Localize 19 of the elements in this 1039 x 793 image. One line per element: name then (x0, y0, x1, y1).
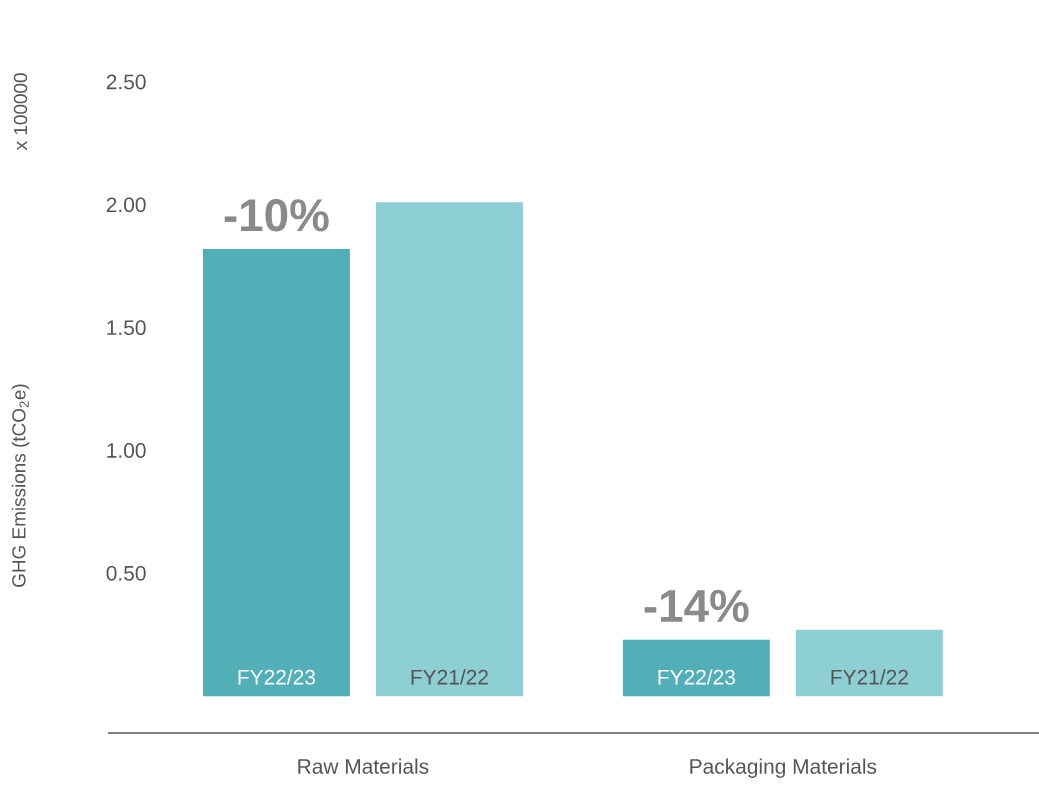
bar (795, 629, 943, 697)
series-label: FY21/22 (411, 669, 488, 685)
y-axis-title: GHG Emissions (tCO$_{2}$e) (11, 384, 30, 587)
bar (622, 639, 770, 697)
series-label: FY22/23 (238, 669, 316, 685)
y-tick-label: 0.50 (106, 565, 146, 581)
y-tick-label: 1.50 (107, 320, 146, 336)
bar (202, 249, 350, 697)
annotation: -14% (644, 589, 749, 623)
x-tick-label: Packaging Materials (690, 758, 877, 779)
text: FY21/22 (831, 669, 908, 685)
y-tick-label: 2.50 (106, 74, 146, 90)
text: x 100000 (13, 73, 28, 151)
y-tick-label: 2.00 (106, 197, 146, 213)
bar (375, 202, 523, 697)
annotation: -10% (224, 199, 329, 232)
x-tick-label: Raw Materials (298, 758, 429, 774)
y-tick-label: 1.00 (107, 443, 146, 458)
text: FY22/23 (658, 669, 735, 685)
